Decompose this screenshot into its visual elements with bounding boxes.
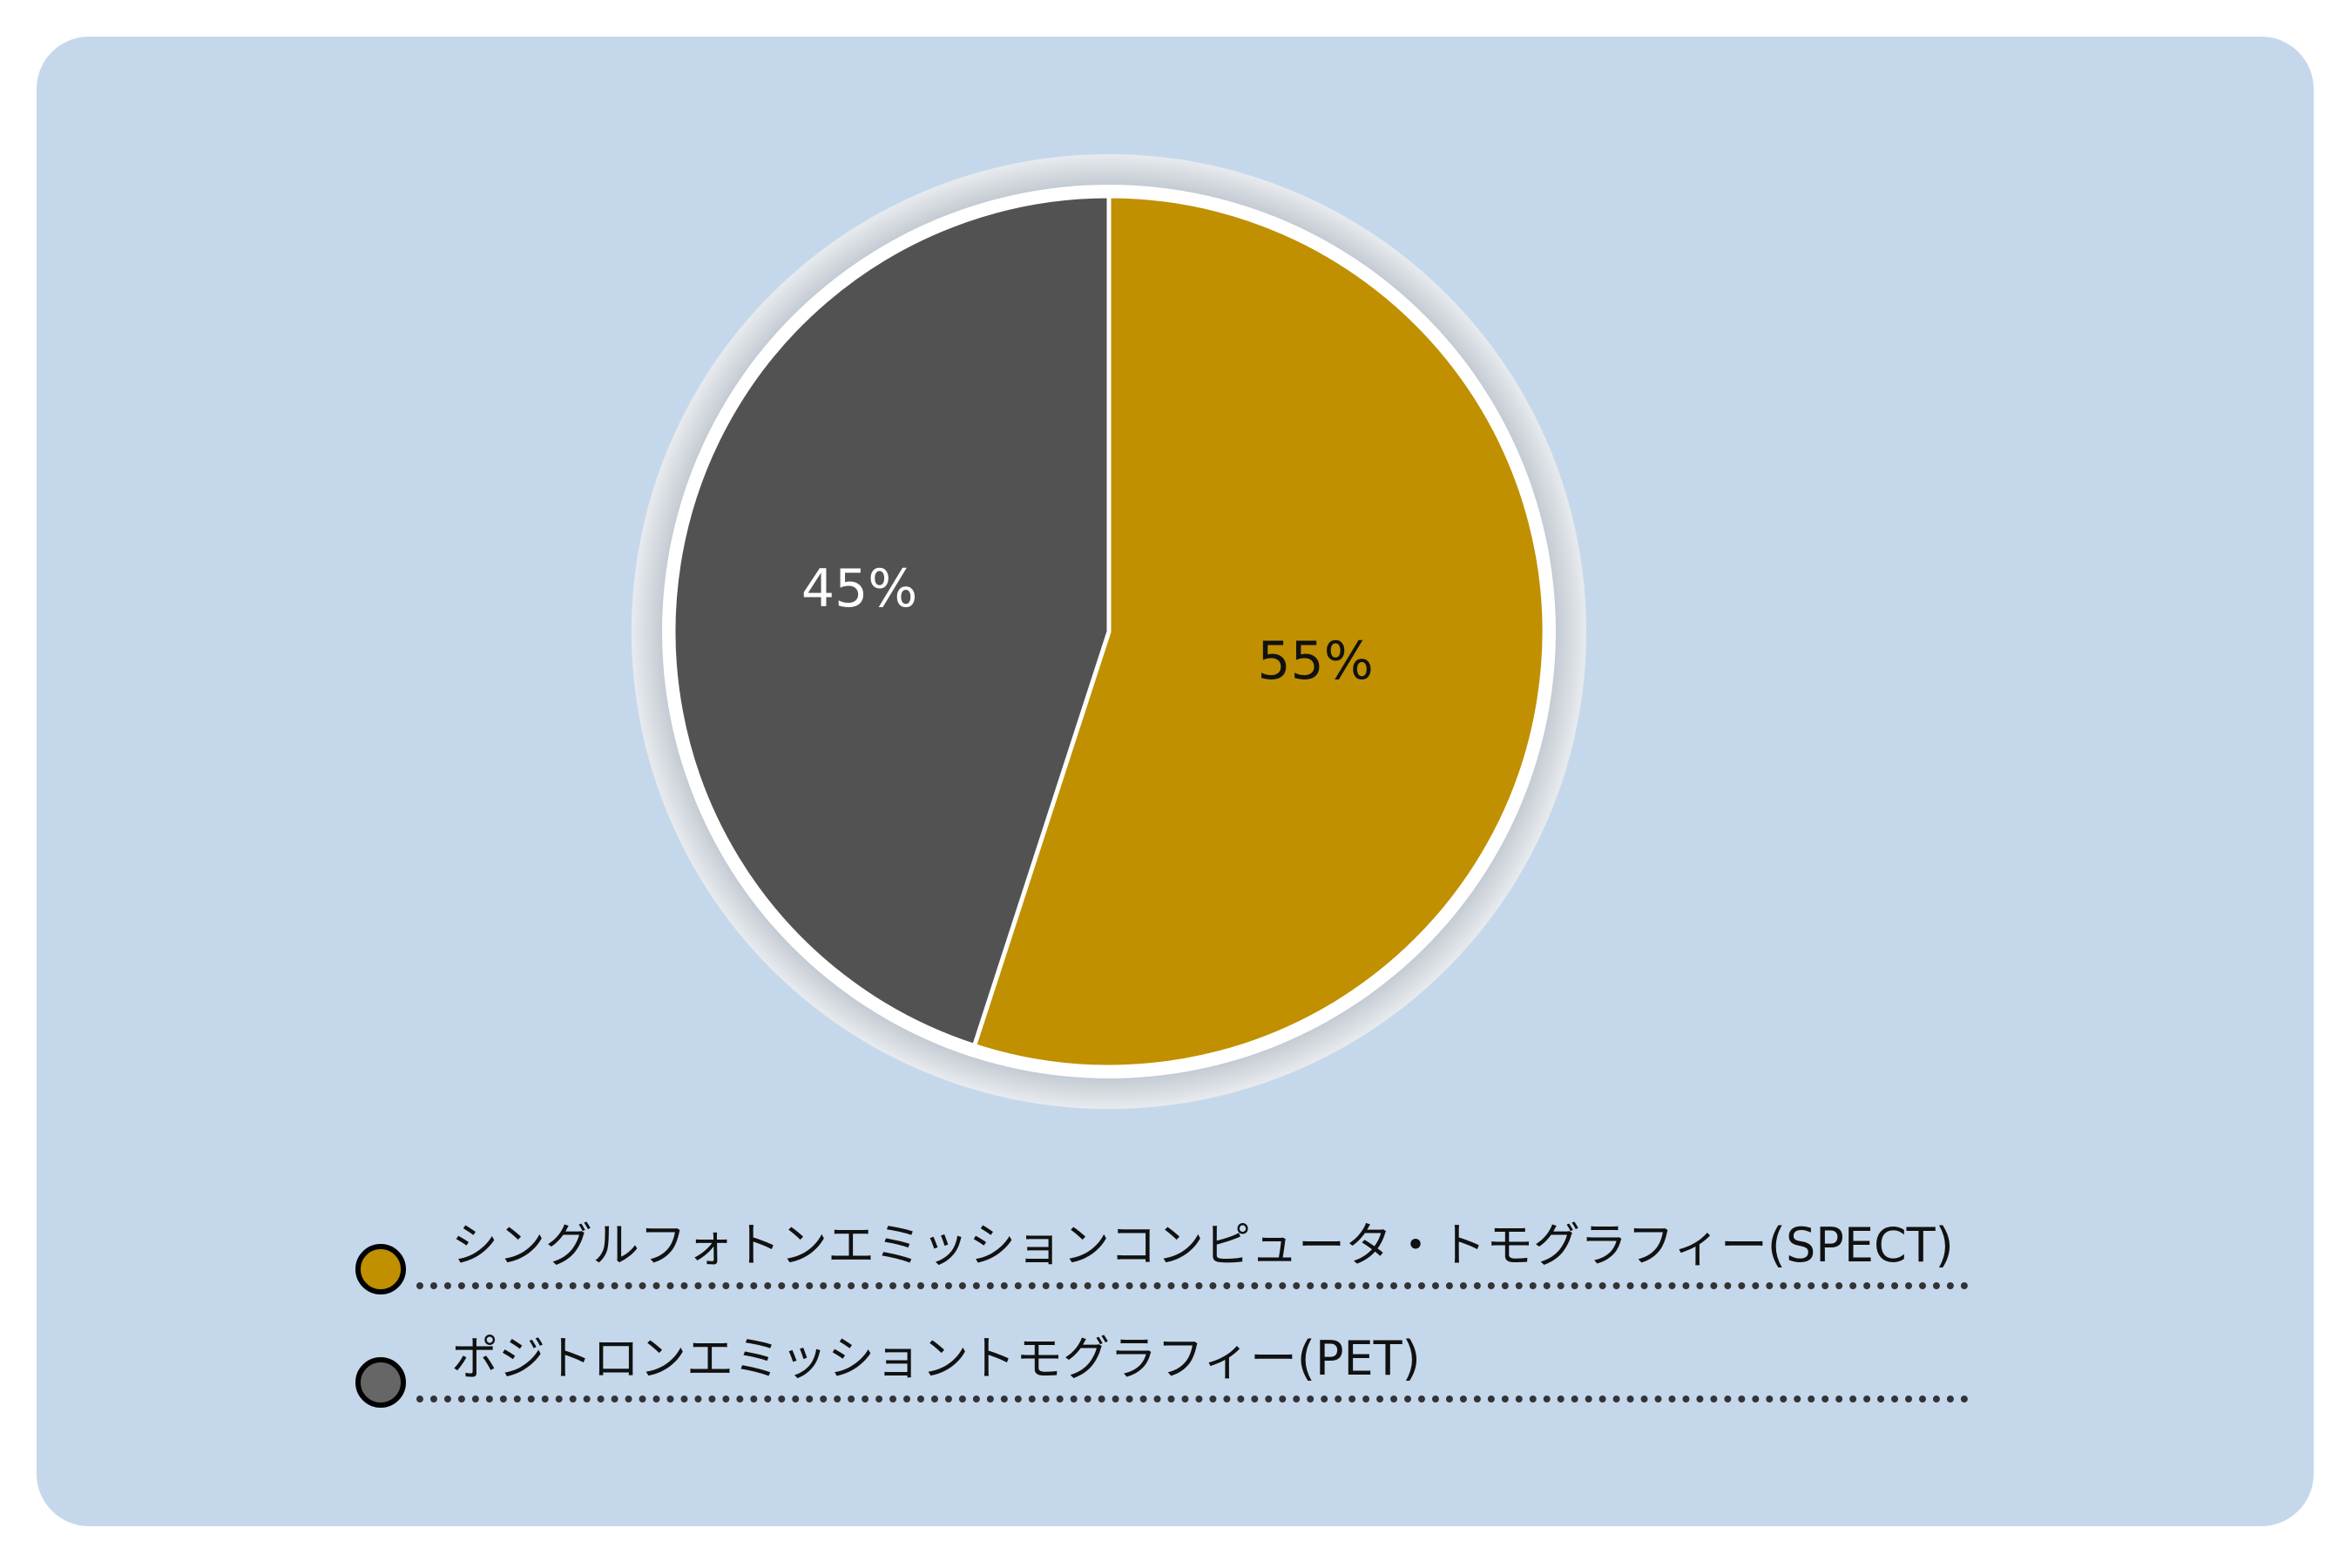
legend-label-pet: ポジトロンエミッショントモグラフィー(PET) [451, 1331, 1421, 1386]
legend-leader-line [416, 1396, 1969, 1402]
pie-label-pet: 45% [801, 558, 917, 619]
legend-label-spect: シングルフォトンエミッションコンピュータ・トモグラフィー(SPECT) [451, 1218, 1954, 1273]
legend-item-pet: ポジトロンエミッショントモグラフィー(PET) [348, 1324, 1969, 1411]
legend-leader-line [416, 1282, 1969, 1289]
legend-swatch-spect [355, 1244, 406, 1294]
pie-label-spect: 55% [1257, 631, 1373, 692]
legend-item-spect: シングルフォトンエミッションコンピュータ・トモグラフィー(SPECT) [348, 1211, 1969, 1298]
pie-slice-spect [971, 193, 1547, 1070]
legend-swatch-pet [355, 1357, 406, 1408]
pie-slice-pet [671, 193, 1112, 1049]
